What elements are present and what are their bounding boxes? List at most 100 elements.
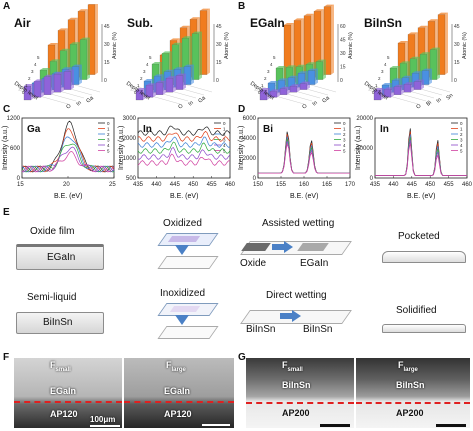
bar3d-bar-top [402,75,412,78]
bar3d-bar-top [164,69,174,72]
bar3d-bar-side [315,68,318,85]
spectrum-frame [257,117,351,179]
bar3d-bar-side [173,76,176,93]
bar3d-z-label: Atomic (%) [348,32,354,59]
spectrum-ytick: 10000 [356,146,373,152]
spectrum-series-5 [21,151,115,173]
panel-label-a: A [3,1,11,12]
bar3d-element-label: In [311,100,318,108]
bar3d-z-tick: 45 [340,38,346,44]
bar3d-bar-top [288,75,298,78]
bar3d-depth-tick: 0 [134,90,137,95]
bar3d-bar-top [276,66,286,68]
bar3d-element-label: In [187,100,194,108]
spectrum-series-2 [137,136,231,148]
f-label: Fsmall [50,360,71,373]
bar3d-depth-tick: 4 [146,62,149,67]
bar3d-bar-side [429,68,432,85]
bar3d-depth-tick: 5 [387,55,390,60]
bar3d-z-tick: 15 [340,65,346,71]
substrate-label: AP200 [282,408,310,418]
semi-liquid-title: Semi-liquid [27,292,77,303]
panel-label-f: F [3,352,10,363]
spectrum-series-5 [137,153,231,166]
egain-box-label: EGaIn [47,252,76,263]
bar3d-depth-tick: 2 [378,76,381,81]
bar3d-bar-top [192,31,202,34]
bar3d-z-tick: 60 [340,24,346,30]
scale-bar-label: 100μm [90,415,116,424]
bar3d-bar-top [392,78,402,81]
bar3d-depth-tick: 1 [137,83,140,88]
metal-label: BiInSn [282,380,311,390]
bar3d-bar-top [54,72,64,75]
bar3d-title-biinsn: BiInSn [364,16,402,30]
bar3d-depth-tick: 2 [264,76,267,81]
spectrum-series-5 [375,143,467,176]
oxidized-droplet [167,236,201,242]
spectrum-series-4 [137,147,231,160]
bar3d-depth-tick: 3 [381,69,384,74]
bar3d-z-tick: 0 [454,78,457,84]
f-label: Fsmall [282,360,303,373]
micrograph-f-small: Fsmall EGaIn AP120 100μm [14,358,122,428]
bar3d-depth-tick: 1 [375,83,378,88]
bar3d-bar-side [31,84,34,100]
spectrum-xtick: 20 [63,182,70,188]
bar3d-bar-top [394,84,404,87]
bar3d-bar-side [401,84,404,95]
spectrum-xlabel: B.E. (eV) [170,193,198,200]
bar3d-z-tick: 45 [454,24,460,30]
bar3d-bar-top [280,86,290,89]
oxide-label: Oxide [240,258,267,269]
panel-label-b: B [238,1,246,12]
bar3d-element-label: O [177,103,185,111]
spectrum-legend-label: 0 [223,121,226,126]
spectrum-legend-label: 2 [107,132,110,137]
egain-label: EGaIn [300,258,329,269]
spectrum-xtick: 160 [299,182,310,188]
bar3d-bar-top [324,4,334,7]
spectrum-legend-label: 2 [460,132,463,137]
bar3d-bar-side [41,79,44,98]
stage-pocketed: Pocketed [398,231,440,242]
bar3d-bar-side [51,74,54,95]
bar3d-bar-top [422,68,432,71]
interface-line [124,401,234,403]
f-label: Flarge [166,360,186,373]
spectrum-legend-label: 3 [223,138,226,143]
bar3d-bar-top [64,69,74,72]
bar3d-bar-top [384,87,394,90]
panel-label-d: D [238,104,246,115]
spectrum-legend-label: 1 [343,127,346,132]
spectrum-ytick: 0 [17,176,21,182]
spectrum-frame [374,117,468,179]
stage-direct-wetting: Direct wetting [266,290,327,301]
bar3d-title-air: Air [14,16,31,30]
spectrum-title: In [380,124,389,135]
bar3d-z-label: Atomic (%) [462,32,468,59]
bar3d-bar-top [40,68,50,70]
bar3d-bar [289,86,298,93]
bar3d-bar-top [314,9,324,12]
bar3d-z-tick: 0 [216,78,219,84]
interface-line [356,402,470,404]
bar3d-bar-top [34,79,44,82]
bar3d-bar-top [390,66,400,68]
bar3d-bar-top [152,62,162,64]
bar3d-bar-top [162,51,172,54]
spectrum-ytick: 600 [10,146,21,152]
bar3d-bar-top [294,18,304,21]
spectrum-ylabel: Intensity (a.u.) [118,126,125,170]
spectrum-xtick: 460 [225,182,236,188]
bar3d-bar-top [176,73,186,76]
bar3d-bar-side [391,87,394,98]
bar3d-z-tick: 45 [216,24,222,30]
inoxidized-bottom-sheet [157,326,219,339]
bar3d-bar-top [414,79,424,82]
spectrum-ytick: 6000 [243,116,257,122]
bar3d-depth-tick: 0 [22,90,25,95]
bar3d-bar-side [437,47,440,80]
bar3d-bar-top [300,81,310,84]
